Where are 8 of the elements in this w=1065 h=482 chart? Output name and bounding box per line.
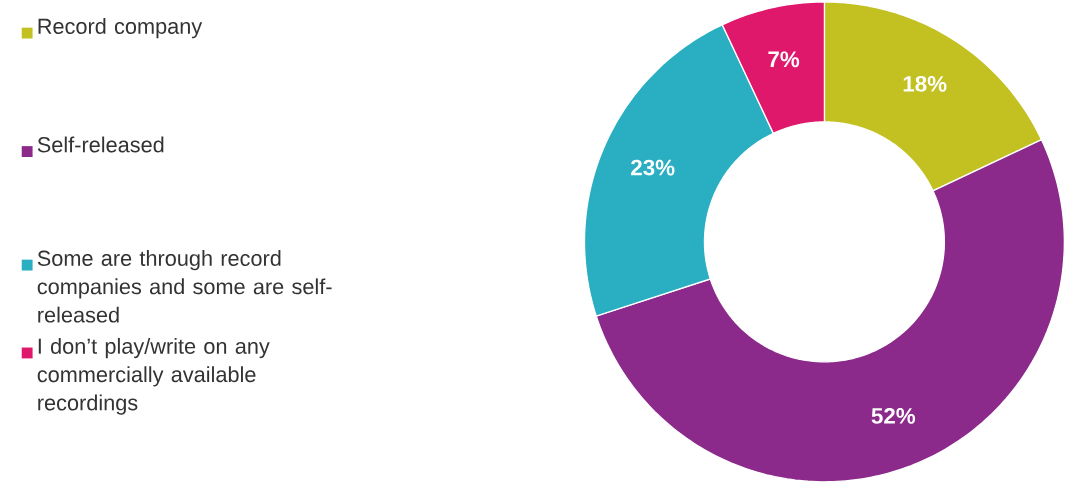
legend-label: Record company	[38, 17, 203, 39]
data-label: 7%	[768, 51, 800, 67]
legend-label: Self-released	[37, 136, 164, 153]
data-label: 18%	[903, 75, 947, 92]
legend-label: Some are through record companies and some are self-released	[37, 249, 332, 323]
data-label: 23%	[631, 159, 675, 176]
data-label: 52%	[871, 407, 916, 424]
legend-label: I don’t play/write on any commercially available recordings	[37, 337, 270, 415]
